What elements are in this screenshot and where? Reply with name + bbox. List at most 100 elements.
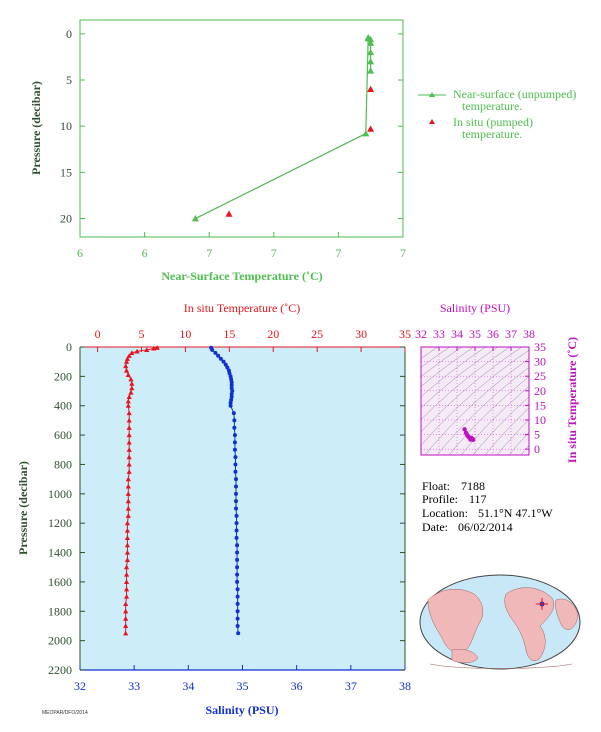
ts-y-tick-label: 10 xyxy=(534,413,546,427)
ts-x-tick-label: 37 xyxy=(505,327,517,341)
salinity-point xyxy=(233,469,238,474)
salinity-point xyxy=(210,347,215,352)
salinity-point xyxy=(235,594,240,599)
temperature-point xyxy=(123,363,129,369)
near-surface-y-tick-label: 10 xyxy=(60,119,72,133)
ts-y-tick-label: 0 xyxy=(534,442,540,456)
temperature-tick-label: 5 xyxy=(138,327,144,341)
temperature-point xyxy=(126,410,132,416)
ts-point xyxy=(468,435,474,440)
temperature-point xyxy=(125,498,131,504)
temperature-point xyxy=(154,345,160,350)
legend-unpumped-marker xyxy=(429,92,435,97)
temperature-point xyxy=(123,359,130,364)
float-value: 7188 xyxy=(461,479,485,493)
salinity-tick-label: 37 xyxy=(345,679,357,693)
near-surface-y-ticks: 0 5 10 15 20 xyxy=(60,27,403,226)
temperature-point xyxy=(126,417,132,423)
ts-density-contour xyxy=(421,347,511,420)
temperature-point xyxy=(128,376,134,382)
near-surface-x-tick-label: 7 xyxy=(400,246,406,260)
salinity-point xyxy=(234,477,238,482)
near-surface-series xyxy=(191,34,375,222)
map-land-antarctica xyxy=(429,663,573,669)
salinity-point xyxy=(228,400,233,405)
salinity-point xyxy=(235,609,240,614)
temperature-tick-label: 30 xyxy=(355,327,367,341)
salinity-point xyxy=(234,513,239,518)
salinity-axis-ticks: 32 33 34 35 36 37 38 xyxy=(74,665,411,693)
near-surface-x-tick-label: 7 xyxy=(206,246,212,260)
salinity-point xyxy=(234,521,239,526)
ts-y-tick-label: 5 xyxy=(534,428,540,442)
near-surface-unpumped-point xyxy=(367,58,375,65)
pressure-tick-label: 400 xyxy=(54,399,72,413)
temperature-point xyxy=(126,432,132,438)
pressure-tick-label: 600 xyxy=(54,428,72,442)
near-surface-pumped-point xyxy=(225,210,233,217)
salinity-point xyxy=(236,631,241,636)
near-surface-plot-frame xyxy=(79,19,404,238)
temperature-point xyxy=(125,483,131,489)
temperature-axis-ticks: 0 5 10 15 20 25 30 35 xyxy=(95,327,411,352)
temperature-point xyxy=(125,476,131,482)
near-surface-unpumped-point xyxy=(367,67,375,74)
salinity-point xyxy=(229,391,234,396)
salinity-point xyxy=(231,411,236,416)
temperature-point xyxy=(126,394,132,399)
salinity-point xyxy=(235,550,240,555)
ts-density-contour xyxy=(421,347,523,433)
temperature-tick-label: 35 xyxy=(399,327,411,341)
temperature-point xyxy=(125,398,131,404)
temperature-point xyxy=(125,403,131,408)
date-value: 06/02/2014 xyxy=(458,520,513,534)
ts-density-contour xyxy=(448,376,529,455)
salinity-point xyxy=(235,565,240,570)
location-label: Location: xyxy=(422,506,468,520)
map-land-asia xyxy=(427,588,484,654)
temperature-point xyxy=(128,389,134,395)
temperature-point xyxy=(126,469,132,474)
salinity-point xyxy=(232,425,237,430)
salinity-point xyxy=(225,365,230,370)
temperature-point xyxy=(123,623,129,629)
temperature-point xyxy=(129,350,135,355)
salinity-point xyxy=(232,447,237,452)
ts-points xyxy=(462,427,476,443)
ts-x-tick-label: 36 xyxy=(487,327,499,341)
temperature-point xyxy=(124,549,131,555)
ts-point xyxy=(464,432,470,437)
salinity-profile xyxy=(209,345,241,636)
salinity-point xyxy=(233,462,238,467)
temperature-point xyxy=(125,505,131,511)
salinity-tick-label: 34 xyxy=(182,679,194,693)
salinity-point xyxy=(213,350,218,355)
map-land-australia xyxy=(451,649,479,663)
ts-density-contour xyxy=(496,419,529,455)
near-surface-legend: Near-surface (unpumped) temperature. In … xyxy=(418,87,576,141)
near-surface-unpumped-point xyxy=(367,35,375,43)
near-surface-y-tick-label: 5 xyxy=(66,73,72,87)
near-surface-x-tick-label: 6 xyxy=(142,246,148,260)
temperature-profile xyxy=(123,345,160,636)
temperature-point xyxy=(125,491,131,496)
salinity-point xyxy=(235,601,240,606)
temperature-tick-label: 20 xyxy=(267,327,279,341)
ts-y-title: In situ Temperature (˚C) xyxy=(565,337,579,463)
temperature-point xyxy=(123,616,129,621)
pressure-tick-label: 200 xyxy=(54,369,72,383)
near-surface-unpumped-point xyxy=(362,130,370,137)
temperature-point xyxy=(123,579,130,584)
salinity-point xyxy=(228,403,233,408)
pressure-tick-label: 2000 xyxy=(48,634,72,648)
ts-density-contour xyxy=(520,444,529,455)
ts-x-tick-label: 34 xyxy=(451,327,463,341)
temperature-point xyxy=(123,586,130,592)
ts-y-tick-label: 25 xyxy=(534,369,546,383)
near-surface-x-tick-label: 7 xyxy=(271,246,277,260)
temperature-point xyxy=(123,367,130,373)
temperature-point xyxy=(124,520,131,526)
salinity-point xyxy=(221,359,226,364)
salinity-axis-title: Salinity (PSU) xyxy=(205,703,278,717)
